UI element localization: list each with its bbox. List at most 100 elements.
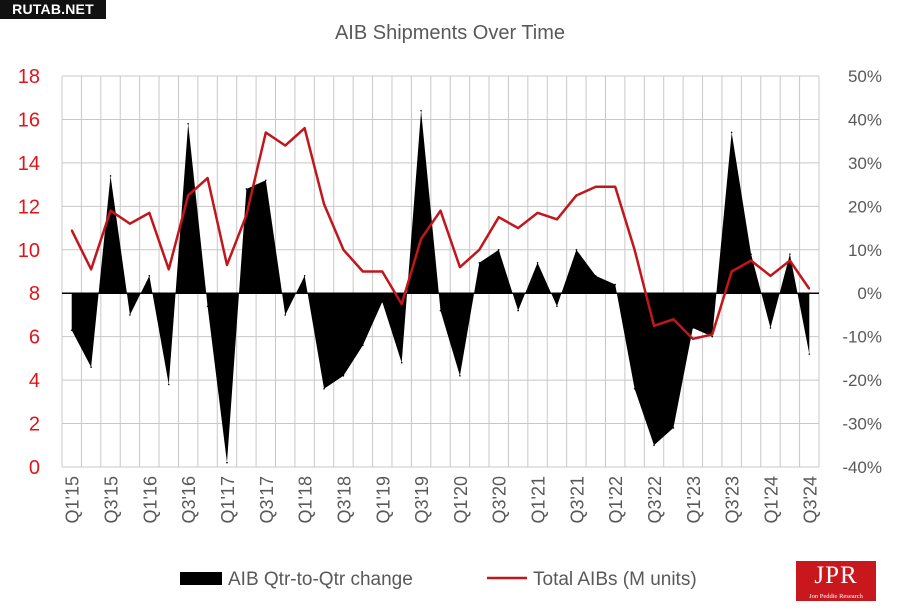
total-aibs-point xyxy=(206,177,209,179)
total-aibs-point xyxy=(517,227,519,229)
total-aibs-point xyxy=(342,248,345,251)
total-aibs-point xyxy=(303,127,306,129)
qtr-change-point xyxy=(750,253,752,255)
right-tick-label: 50% xyxy=(848,67,882,86)
total-aibs-point xyxy=(245,214,248,216)
total-aibs-point xyxy=(265,131,267,134)
x-tick-label: Q3'19 xyxy=(412,476,432,523)
qtr-change-point xyxy=(109,175,112,177)
x-tick-label: Q1'15 xyxy=(63,476,83,523)
qtr-change-point xyxy=(265,179,267,182)
qtr-change-point xyxy=(497,248,500,251)
total-aibs-point xyxy=(808,288,811,290)
legend-label-area: AIB Qtr-to-Qtr change xyxy=(228,569,413,590)
qtr-change-point xyxy=(167,383,170,386)
legend: AIB Qtr-to-Qtr change Total AIBs (M unit… xyxy=(180,569,697,590)
x-tick-label: Q1'22 xyxy=(606,476,626,523)
grid-lines xyxy=(61,75,820,468)
total-aibs-point xyxy=(594,185,597,188)
x-tick-label: Q1'16 xyxy=(140,476,160,523)
total-aibs-point xyxy=(614,185,616,188)
left-tick-label: 14 xyxy=(18,153,40,175)
right-tick-label: -40% xyxy=(842,458,882,477)
qtr-change-point xyxy=(633,388,636,390)
x-tick-label: Q3'23 xyxy=(723,476,743,523)
x-tick-label: Q1'19 xyxy=(373,476,393,523)
right-tick-label: 0% xyxy=(857,284,882,303)
total-aibs-point xyxy=(362,270,364,273)
total-aibs-point xyxy=(750,259,752,262)
qtr-change-point xyxy=(206,305,209,308)
total-aibs-point xyxy=(633,248,636,251)
total-aibs-point xyxy=(167,268,170,271)
qtr-change-point xyxy=(672,427,675,429)
legend-label-line: Total AIBs (M units) xyxy=(533,569,697,590)
qtr-change-point xyxy=(692,327,694,329)
x-axis-tick-labels: Q1'15 Q3'15 Q1'16 Q3'16 Q1'17 Q3'17 Q1'18 Q3'18… xyxy=(63,476,821,523)
qtr-change-point xyxy=(90,366,92,368)
left-tick-label: 16 xyxy=(18,109,40,131)
x-tick-label: Q1'17 xyxy=(218,476,238,523)
qtr-change-point xyxy=(711,335,714,338)
total-aibs-point xyxy=(711,333,714,336)
total-aibs-point xyxy=(672,318,675,321)
total-aibs-point xyxy=(109,209,112,212)
qtr-change-point xyxy=(187,122,189,125)
total-aibs-point xyxy=(381,270,384,273)
qtr-change-point xyxy=(556,305,558,308)
total-aibs-point xyxy=(187,194,189,197)
qtr-change-point xyxy=(129,314,131,316)
logo-sub-text: Jon Peddie Research xyxy=(809,593,863,600)
qtr-change-point xyxy=(653,444,655,447)
x-tick-label: Q3'16 xyxy=(179,476,199,523)
right-tick-label: -20% xyxy=(842,371,882,390)
x-tick-label: Q1'23 xyxy=(684,476,704,523)
qtr-change-point xyxy=(439,309,442,312)
total-aibs-point xyxy=(692,338,694,340)
right-tick-label: -10% xyxy=(842,328,882,347)
qtr-change-point xyxy=(226,461,228,464)
total-aibs-point xyxy=(90,268,92,271)
qtr-change-point xyxy=(614,283,616,286)
total-aibs-point xyxy=(536,212,539,214)
total-aibs-point xyxy=(556,218,558,221)
qtr-change-point xyxy=(789,253,791,255)
total-aibs-point xyxy=(129,222,131,225)
left-tick-label: 10 xyxy=(18,240,40,262)
watermark: RUTAB.NET xyxy=(0,0,106,19)
right-tick-label: 20% xyxy=(848,197,882,216)
left-tick-label: 4 xyxy=(29,370,40,392)
right-tick-label: -30% xyxy=(842,415,882,434)
total-aibs-point xyxy=(459,266,461,268)
qtr-change-area xyxy=(71,110,810,463)
qtr-change-point xyxy=(381,301,384,303)
left-tick-label: 12 xyxy=(18,196,40,218)
right-tick-label: 10% xyxy=(848,241,882,260)
left-tick-label: 0 xyxy=(29,457,40,479)
qtr-change-point xyxy=(342,374,345,377)
qtr-change-point xyxy=(594,275,597,277)
right-tick-label: 40% xyxy=(848,110,882,129)
jpr-logo: JPR Jon Peddie Research xyxy=(796,561,876,601)
qtr-change-point xyxy=(478,262,481,264)
qtr-change-area-layer xyxy=(70,109,811,464)
x-tick-label: Q1'20 xyxy=(451,476,471,523)
x-tick-label: Q3'24 xyxy=(800,476,820,523)
right-tick-label: 30% xyxy=(848,154,882,173)
chart-title: AIB Shipments Over Time xyxy=(335,22,565,44)
total-aibs-point xyxy=(226,264,228,266)
total-aibs-point xyxy=(148,212,151,214)
logo-main-text: JPR xyxy=(814,562,858,589)
qtr-change-point xyxy=(575,248,578,251)
qtr-change-point xyxy=(459,374,461,377)
qtr-change-point xyxy=(148,275,151,277)
total-aibs-point xyxy=(497,216,500,218)
x-tick-label: Q3'17 xyxy=(257,476,277,523)
qtr-change-point xyxy=(730,131,733,134)
right-axis-tick-labels: -40% -30% -20% -10% 0% 10% 20% 30% 40% 50% xyxy=(842,67,882,477)
x-tick-label: Q1'18 xyxy=(296,476,316,523)
qtr-change-point xyxy=(400,361,403,364)
total-aibs-point xyxy=(439,209,442,212)
x-tick-label: Q3'15 xyxy=(102,476,122,523)
qtr-change-point xyxy=(808,353,811,355)
